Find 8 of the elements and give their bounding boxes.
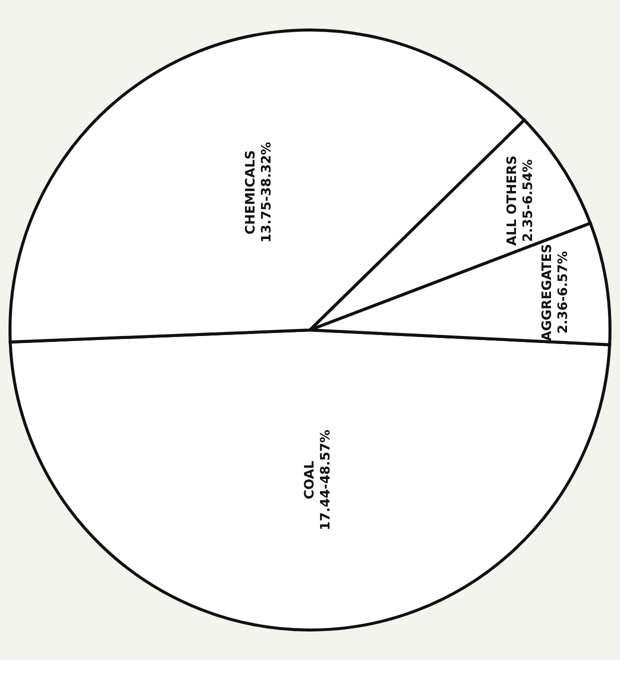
data-label: 2.35-6.54% [521,159,536,242]
slice-label: CHEMICALS [244,150,259,234]
slice-label: AGGREGATES [540,244,556,341]
slice-label: COAL [302,460,318,500]
slice-label: ALL OTHERS [505,155,520,246]
data-label: 2.36-6.57% [556,251,572,334]
data-label: 17.44-48.57% [318,430,334,530]
data-label: 13.75-38.32% [260,142,275,243]
